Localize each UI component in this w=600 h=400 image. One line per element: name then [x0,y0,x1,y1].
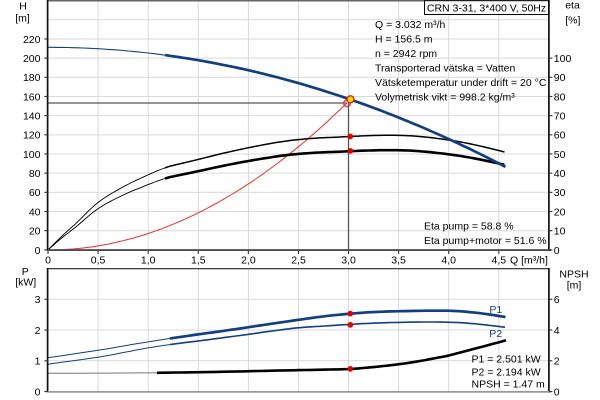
svg-text:Volymetrisk vikt = 998.2 kg/m³: Volymetrisk vikt = 998.2 kg/m³ [375,92,515,104]
svg-text:1,0: 1,0 [141,254,156,266]
svg-text:H = 156.5 m: H = 156.5 m [375,34,433,46]
svg-text:[m]: [m] [15,13,30,25]
svg-text:0: 0 [554,245,560,257]
svg-text:10: 10 [554,226,566,238]
svg-text:NPSH: NPSH [559,269,588,281]
svg-text:0: 0 [45,254,51,266]
svg-text:60: 60 [554,130,566,142]
svg-text:0: 0 [554,386,560,398]
svg-text:P1 = 2.501 kW: P1 = 2.501 kW [472,354,541,366]
svg-text:4,0: 4,0 [441,254,456,266]
svg-text:100: 100 [554,53,572,65]
svg-text:eta: eta [565,0,580,12]
svg-text:P2: P2 [489,328,502,340]
svg-text:200: 200 [23,53,41,65]
svg-text:CRN 3-31, 3*400 V, 50Hz: CRN 3-31, 3*400 V, 50Hz [427,2,546,14]
svg-text:P2 = 2.194 kW: P2 = 2.194 kW [472,366,541,378]
svg-text:1: 1 [35,356,41,368]
svg-text:80: 80 [29,168,41,180]
svg-text:100: 100 [23,149,41,161]
svg-text:120: 120 [23,130,41,142]
svg-text:[m]: [m] [567,280,582,292]
svg-text:H: H [19,1,27,13]
svg-text:20: 20 [29,226,41,238]
svg-text:80: 80 [554,91,566,103]
svg-text:50: 50 [554,149,566,161]
svg-text:2,0: 2,0 [241,254,256,266]
svg-text:Transporterad vätska = Vatten: Transporterad vätska = Vatten [375,63,516,75]
svg-text:2: 2 [554,356,560,368]
svg-text:P: P [22,266,29,278]
svg-text:0,5: 0,5 [91,254,106,266]
svg-text:4,5: 4,5 [491,254,506,266]
svg-text:140: 140 [23,111,41,123]
svg-text:Eta pump = 58.8 %: Eta pump = 58.8 % [424,221,514,233]
svg-text:30: 30 [554,187,566,199]
svg-text:6: 6 [554,294,560,306]
svg-text:1,5: 1,5 [191,254,206,266]
svg-text:20: 20 [554,206,566,218]
svg-text:n = 2942 rpm: n = 2942 rpm [375,48,437,60]
svg-text:4: 4 [554,325,560,337]
svg-text:3,5: 3,5 [391,254,406,266]
svg-text:3: 3 [35,294,41,306]
svg-text:[kW]: [kW] [15,277,36,289]
svg-text:40: 40 [554,168,566,180]
svg-text:Vätsketemperatur under drift =: Vätsketemperatur under drift = 20 °C [375,77,547,89]
svg-text:40: 40 [29,206,41,218]
svg-text:3,0: 3,0 [341,254,356,266]
svg-text:NPSH = 1.47 m: NPSH = 1.47 m [472,378,545,390]
svg-text:220: 220 [23,34,41,46]
svg-text:P1: P1 [489,304,502,316]
svg-text:[%]: [%] [565,15,580,27]
svg-text:160: 160 [23,91,41,103]
svg-text:Q [m³/h]: Q [m³/h] [510,254,548,266]
svg-text:0: 0 [35,245,41,257]
svg-text:70: 70 [554,111,566,123]
svg-text:90: 90 [554,72,566,84]
svg-text:Eta pump+motor = 51.6 %: Eta pump+motor = 51.6 % [424,235,547,247]
svg-text:Q = 3.032 m³/h: Q = 3.032 m³/h [375,19,445,31]
svg-text:60: 60 [29,187,41,199]
svg-text:0: 0 [35,386,41,398]
svg-text:2: 2 [35,325,41,337]
svg-text:2,5: 2,5 [291,254,306,266]
svg-text:180: 180 [23,72,41,84]
